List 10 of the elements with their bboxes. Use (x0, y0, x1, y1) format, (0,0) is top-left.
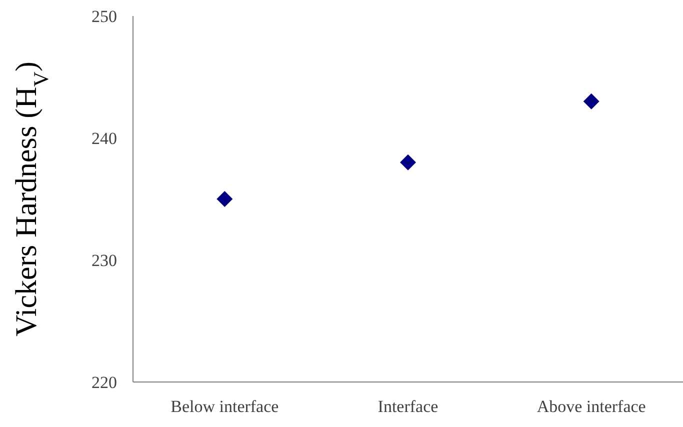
y-tick-label: 230 (92, 251, 117, 270)
y-tick-label: 240 (92, 129, 117, 148)
x-tick-label: Below interface (170, 397, 279, 416)
x-tick-label: Interface (378, 397, 438, 416)
x-tick-label: Above interface (536, 397, 646, 416)
point (583, 93, 600, 110)
point (216, 191, 233, 207)
y-tick-label: 220 (92, 373, 117, 392)
y-tick-label: 250 (92, 7, 117, 26)
point (400, 154, 416, 170)
